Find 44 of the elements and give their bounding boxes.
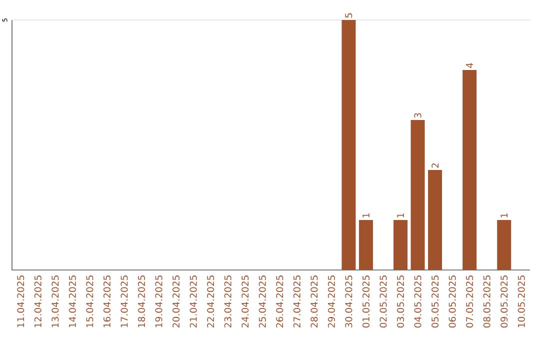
x-tick-label: 25.04.2025 [258,276,266,328]
data-label: 1 [500,213,508,218]
data-label: 1 [397,213,404,218]
bar [410,120,425,270]
x-tick-label: 21.04.2025 [190,276,197,328]
x-tick-label: 12.04.2025 [34,276,42,328]
x-tick-label: 09.05.2025 [500,276,508,328]
x-tick-label: 29.04.2025 [328,276,335,328]
data-label: 2 [432,163,438,168]
x-tick-label: 24.04.2025 [242,276,249,328]
data-label: 4 [466,62,473,68]
x-tick-label: 19.04.2025 [155,276,162,328]
x-tick-label: 23.04.2025 [224,276,232,328]
bar [497,220,512,270]
data-label: 3 [414,113,422,118]
x-tick-label: 08.05.2025 [483,276,490,328]
bar [462,70,477,270]
x-tick-label: 27.04.2025 [293,276,300,328]
x-tick-label: 16.04.2025 [103,276,110,328]
x-tick-label: 03.05.2025 [396,276,404,328]
x-tick-label: 22.04.2025 [207,276,214,328]
data-label: 1 [362,213,370,218]
bar [358,220,373,270]
x-tick-label: 01.05.2025 [362,276,370,328]
bar [342,20,356,270]
x-tick-label: 07.05.2025 [466,276,474,328]
x-tick-label: 11.04.2025 [17,276,24,328]
x-tick-label: 28.04.2025 [310,276,318,328]
x-tick-label: 02.05.2025 [380,276,387,328]
x-tick-label: 17.04.2025 [120,276,128,328]
x-tick-label: 30.04.2025 [345,276,352,328]
data-label: 5 [345,13,352,18]
x-tick-label: 26.04.2025 [276,276,284,328]
x-tick-label: 15.04.2025 [86,276,94,328]
x-tick-label: 20.04.2025 [172,276,180,328]
x-tick-label: 05.05.2025 [432,276,439,328]
x-tick-label: 13.04.2025 [52,276,59,328]
bar [428,170,442,270]
x-tick-label: 14.04.2025 [68,276,76,328]
x-tick-label: 06.05.2025 [448,276,456,328]
x-tick-label: 04.05.2025 [414,276,422,328]
x-tick-label: 10.05.2025 [518,276,525,328]
bar [394,220,408,270]
x-tick-label: 18.04.2025 [138,276,146,328]
